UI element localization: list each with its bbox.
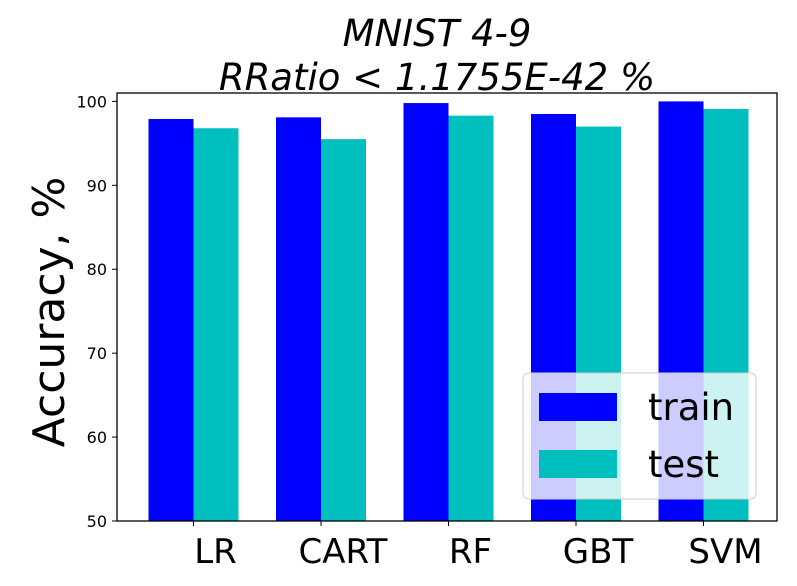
y-axis-label: Accuracy, % — [24, 177, 75, 448]
y-tick-label-80: 80 — [87, 260, 107, 279]
x-tick-label-rf: RF — [449, 532, 492, 572]
y-tick-label-100: 100 — [76, 92, 107, 111]
x-tick-label-lr: LR — [194, 532, 237, 572]
legend-swatch-train — [539, 393, 617, 421]
bar-test-lr — [193, 128, 239, 521]
bar-test-rf — [448, 115, 494, 522]
x-tick-label-gbt: GBT — [563, 532, 634, 572]
legend: train test — [522, 372, 757, 500]
y-tick-label-90: 90 — [87, 176, 107, 195]
bar-train-rf — [403, 103, 449, 521]
bar-train-lr — [148, 119, 194, 521]
y-tick-label-70: 70 — [87, 344, 107, 363]
legend-label-test: test — [648, 443, 719, 486]
bar-test-cart — [321, 139, 366, 521]
legend-swatch-test — [539, 450, 617, 478]
chart-title-line-2: RRatio < 1.1755E-42 % — [219, 56, 655, 99]
y-tick-label-50: 50 — [87, 512, 107, 531]
x-tick-label-svm: SVM — [688, 532, 762, 572]
y-tick-label-60: 60 — [87, 428, 107, 447]
chart-title-line-1: MNIST 4-9 — [343, 12, 532, 55]
legend-label-train: train — [648, 386, 734, 429]
x-tick-label-cart: CART — [299, 532, 388, 572]
bar-train-cart — [276, 117, 321, 522]
plot-frame — [116, 92, 778, 522]
y-ticks-group: 50 60 70 80 90 100 — [76, 92, 117, 531]
x-ticks-group: LR CART RF GBT SVM — [193, 521, 763, 572]
